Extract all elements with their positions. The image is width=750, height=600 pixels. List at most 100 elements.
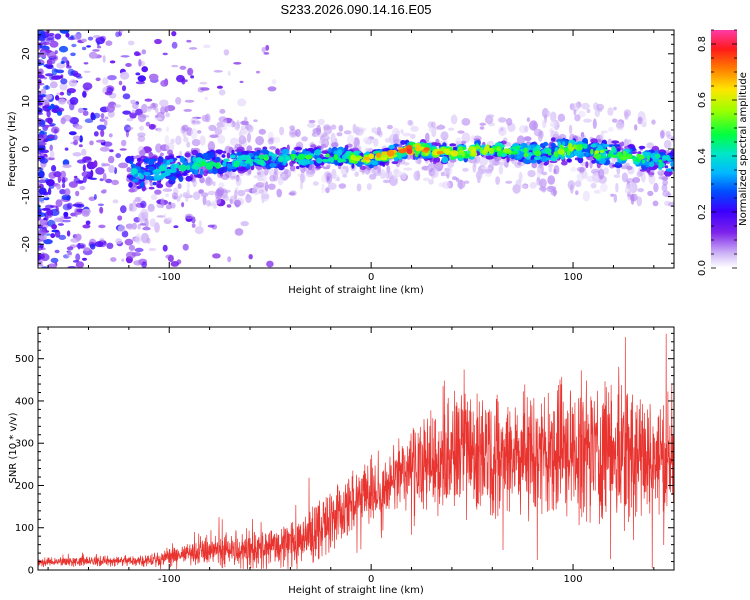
heatmap-cell [415, 144, 421, 152]
heatmap-cell [54, 50, 58, 55]
heatmap-cell [82, 176, 87, 183]
heatmap-cell [614, 144, 621, 148]
heatmap-cell [461, 118, 471, 126]
heatmap-cell [638, 145, 646, 150]
snr-ytick-label: 500 [15, 354, 34, 365]
heatmap-cell [55, 199, 63, 208]
heatmap-cell [620, 141, 625, 147]
heatmap-cell [132, 102, 139, 110]
heatmap-cell [183, 136, 189, 143]
heatmap-cell [76, 204, 85, 208]
heatmap-cell [427, 166, 431, 171]
heatmap-cell [557, 113, 566, 123]
heatmap-cell [420, 143, 427, 147]
heatmap-cell [611, 140, 620, 144]
heatmap-cell [209, 134, 219, 138]
heatmap-cell [402, 148, 407, 153]
heatmap-cell [591, 159, 596, 164]
heatmap-cell [343, 130, 352, 135]
heatmap-cell [433, 156, 441, 163]
heatmap-cell [423, 147, 431, 151]
heatmap-cell [393, 138, 402, 145]
heatmap-cell [526, 117, 531, 123]
heatmap-cell [393, 170, 398, 180]
heatmap-cell [609, 162, 615, 169]
heatmap-cell [136, 158, 142, 162]
heatmap-cell [62, 219, 71, 223]
heatmap-cell [138, 59, 142, 67]
heatmap-cell [627, 139, 632, 144]
heatmap-cell [162, 244, 168, 252]
heatmap-cell [99, 178, 104, 182]
heatmap-cell [441, 156, 449, 164]
heatmap-cell [223, 158, 230, 162]
heatmap-cell [263, 156, 269, 161]
heatmap-cell [541, 119, 547, 129]
heatmap-cell [115, 153, 121, 159]
heatmap-cell [207, 190, 216, 196]
heatmap-cell [457, 180, 466, 189]
heatmap-cell [202, 152, 209, 158]
heatmap-cell [212, 253, 221, 259]
heatmap-cell [524, 125, 529, 133]
heatmap-cell [131, 222, 137, 230]
heatmap-cell [60, 78, 68, 85]
heatmap-cell [204, 96, 208, 101]
heatmap-cell [154, 189, 162, 195]
heatmap-cell [387, 171, 393, 180]
heatmap-cell [593, 152, 602, 159]
heatmap-cell [200, 168, 204, 176]
heatmap-cell [239, 120, 249, 126]
heatmap-xlabel: Height of straight line (km) [288, 285, 424, 296]
heatmap-cell [388, 144, 395, 150]
heatmap-cell [244, 116, 248, 122]
heatmap-cell [543, 141, 549, 147]
heatmap-cell [398, 143, 403, 148]
colorbar-tick-label: 0.0 [697, 260, 708, 276]
heatmap-cell [531, 161, 538, 169]
heatmap-cell [73, 33, 82, 40]
heatmap-cell [410, 125, 419, 132]
heatmap-xtick-label: -100 [158, 272, 181, 283]
heatmap-cell [165, 193, 170, 198]
heatmap-cell [226, 204, 232, 208]
colorbar-label: Normalized spectral amplitude [738, 72, 749, 226]
heatmap-cell [553, 151, 557, 156]
heatmap-cell [502, 148, 511, 153]
heatmap-cell [65, 32, 70, 38]
heatmap-cell [406, 148, 413, 154]
heatmap-cell [533, 156, 541, 161]
heatmap-cell [523, 147, 528, 154]
heatmap-cell [75, 180, 84, 185]
heatmap-cell [64, 147, 69, 151]
heatmap-cell [218, 89, 226, 96]
heatmap-cell [459, 150, 464, 153]
heatmap-cell [170, 138, 175, 144]
heatmap-cell [308, 119, 316, 124]
heatmap-cell [559, 144, 564, 151]
heatmap-cell [50, 257, 59, 264]
heatmap-cell [327, 182, 337, 190]
heatmap-cell [155, 107, 159, 114]
heatmap-cell [209, 161, 215, 166]
colorbar-tick-label: 0.2 [697, 204, 708, 220]
snr-ytick-label: 300 [15, 439, 34, 450]
heatmap-cell [253, 119, 258, 122]
heatmap-cell [607, 107, 614, 116]
heatmap-cell [660, 130, 665, 139]
heatmap-cell [240, 221, 249, 227]
heatmap-cell [330, 132, 336, 143]
heatmap-cell [223, 49, 230, 56]
heatmap-cell [171, 192, 179, 200]
heatmap-cell [333, 153, 339, 161]
heatmap-cell [472, 162, 477, 173]
heatmap-cell [179, 65, 187, 70]
heatmap-cell [191, 139, 201, 147]
heatmap-cell [152, 181, 157, 186]
heatmap-cell [46, 209, 53, 216]
heatmap-cell [84, 118, 94, 123]
heatmap-cell [546, 110, 551, 117]
heatmap-cell [449, 143, 457, 147]
heatmap-cell [165, 204, 172, 210]
